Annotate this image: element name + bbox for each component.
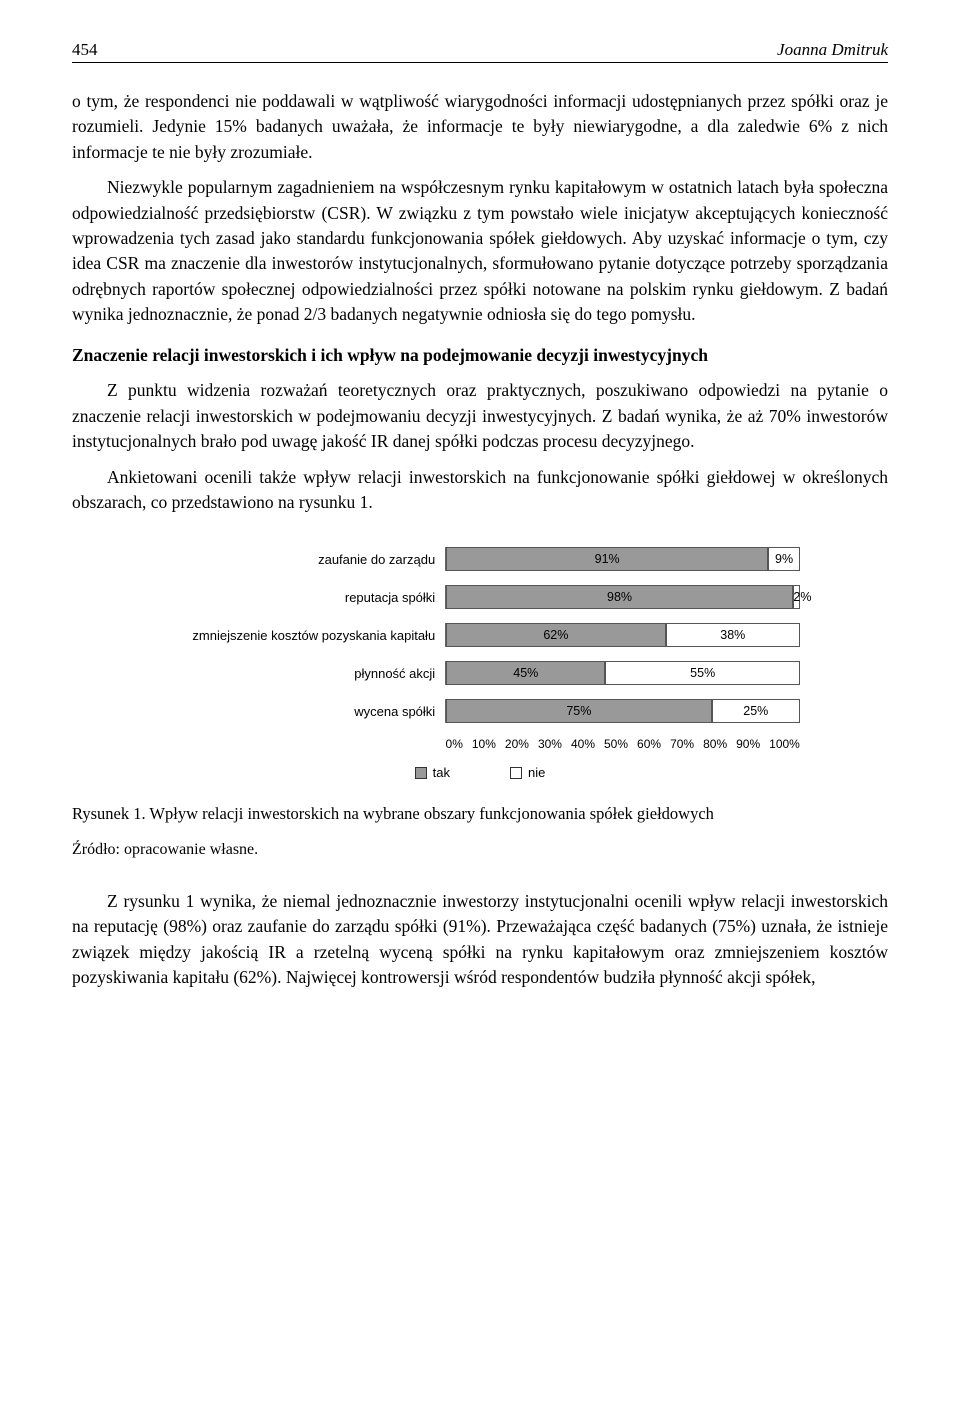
paragraph-1: o tym, że respondenci nie poddawali w wą… bbox=[72, 89, 888, 165]
chart-legend: tak nie bbox=[160, 765, 800, 780]
figure-source: Źródło: opracowanie własne. bbox=[72, 841, 888, 859]
x-tick: 90% bbox=[736, 737, 760, 751]
bar-value-tak: 75% bbox=[566, 704, 591, 718]
bar-segment-tak: 62% bbox=[446, 623, 665, 647]
bar-segment-nie: 2% bbox=[793, 585, 800, 609]
bar-value-tak: 62% bbox=[543, 628, 568, 642]
legend-swatch-tak bbox=[415, 767, 427, 779]
bar-value-tak: 98% bbox=[607, 590, 632, 604]
chart-row-0: zaufanie do zarządu 91% 9% bbox=[160, 547, 800, 571]
bar-segment-nie: 55% bbox=[605, 661, 800, 685]
chart-row-3: płynność akcji 45% 55% bbox=[160, 661, 800, 685]
x-tick: 100% bbox=[769, 737, 800, 751]
legend-swatch-nie bbox=[510, 767, 522, 779]
bar-value-nie: 55% bbox=[690, 666, 715, 680]
bar-chart: zaufanie do zarządu 91% 9% reputacja spó… bbox=[160, 547, 800, 780]
bar-value-nie: 9% bbox=[775, 552, 793, 566]
bar-segment-tak: 45% bbox=[446, 661, 605, 685]
running-header: 454 Joanna Dmitruk bbox=[72, 40, 888, 63]
chart-bar: 62% 38% bbox=[445, 623, 800, 647]
paragraph-2: Niezwykle popularnym zagadnieniem na wsp… bbox=[72, 175, 888, 327]
axis-spacer bbox=[160, 737, 446, 751]
bar-value-tak: 91% bbox=[595, 552, 620, 566]
x-tick: 20% bbox=[505, 737, 529, 751]
x-tick: 80% bbox=[703, 737, 727, 751]
paragraph-5: Z rysunku 1 wynika, że niemal jednoznacz… bbox=[72, 889, 888, 991]
chart-category-label: wycena spółki bbox=[160, 704, 445, 719]
bar-value-nie: 2% bbox=[793, 590, 811, 604]
chart-row-1: reputacja spółki 98% 2% bbox=[160, 585, 800, 609]
x-tick: 70% bbox=[670, 737, 694, 751]
header-author: Joanna Dmitruk bbox=[777, 40, 888, 60]
chart-category-label: płynność akcji bbox=[160, 666, 445, 681]
bar-value-nie: 25% bbox=[743, 704, 768, 718]
x-tick: 50% bbox=[604, 737, 628, 751]
page-number: 454 bbox=[72, 40, 98, 60]
chart-category-label: reputacja spółki bbox=[160, 590, 445, 605]
bar-segment-tak: 98% bbox=[446, 585, 793, 609]
chart-bar: 45% 55% bbox=[445, 661, 800, 685]
bar-segment-nie: 38% bbox=[666, 623, 800, 647]
section-heading: Znaczenie relacji inwestorskich i ich wp… bbox=[72, 345, 888, 366]
paragraph-4: Ankietowani ocenili także wpływ relacji … bbox=[72, 465, 888, 516]
bar-segment-nie: 25% bbox=[712, 699, 800, 723]
bar-value-nie: 38% bbox=[720, 628, 745, 642]
bar-segment-nie: 9% bbox=[768, 547, 800, 571]
x-tick: 30% bbox=[538, 737, 562, 751]
chart-bar: 91% 9% bbox=[445, 547, 800, 571]
x-tick: 60% bbox=[637, 737, 661, 751]
chart-category-label: zmniejszenie kosztów pozyskania kapitału bbox=[160, 628, 445, 643]
chart-row-2: zmniejszenie kosztów pozyskania kapitału… bbox=[160, 623, 800, 647]
legend-label-nie: nie bbox=[528, 765, 545, 780]
bar-segment-tak: 91% bbox=[446, 547, 768, 571]
x-axis: 0% 10% 20% 30% 40% 50% 60% 70% 80% 90% 1… bbox=[160, 737, 800, 751]
x-tick: 10% bbox=[472, 737, 496, 751]
page: 454 Joanna Dmitruk o tym, że respondenci… bbox=[0, 0, 960, 1050]
paragraph-3: Z punktu widzenia rozważań teoretycznych… bbox=[72, 378, 888, 454]
x-tick: 40% bbox=[571, 737, 595, 751]
legend-label-tak: tak bbox=[433, 765, 450, 780]
author-name: Joanna Dmitruk bbox=[777, 40, 888, 59]
legend-item-nie: nie bbox=[510, 765, 545, 780]
chart-category-label: zaufanie do zarządu bbox=[160, 552, 445, 567]
bar-segment-tak: 75% bbox=[446, 699, 711, 723]
chart-row-4: wycena spółki 75% 25% bbox=[160, 699, 800, 723]
x-tick: 0% bbox=[446, 737, 463, 751]
legend-item-tak: tak bbox=[415, 765, 450, 780]
figure-caption: Rysunek 1. Wpływ relacji inwestorskich n… bbox=[72, 804, 888, 824]
chart-bar: 75% 25% bbox=[445, 699, 800, 723]
x-axis-ticks: 0% 10% 20% 30% 40% 50% 60% 70% 80% 90% 1… bbox=[446, 737, 800, 751]
chart-bar: 98% 2% bbox=[445, 585, 800, 609]
bar-value-tak: 45% bbox=[513, 666, 538, 680]
